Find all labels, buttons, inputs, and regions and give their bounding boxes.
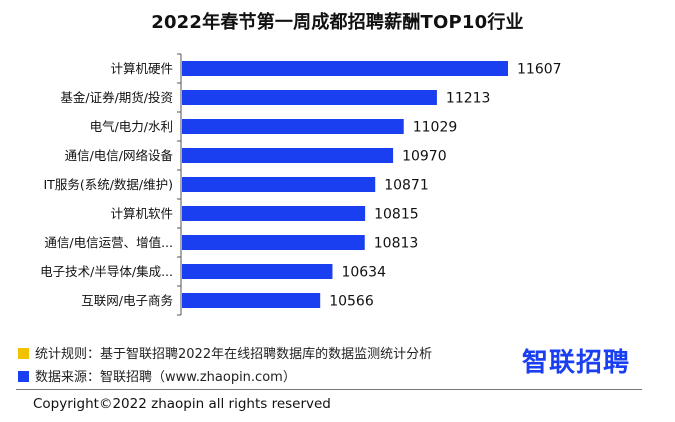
- bar: [182, 61, 508, 76]
- rule-text: 统计规则：基于智联招聘2022年在线招聘数据库的数据监测统计分析: [35, 347, 433, 362]
- value-labels: 11607 11213 11029 10970 10871 10815 10813 10634…: [329, 62, 561, 310]
- chart-title: 2022年春节第一周成都招聘薪酬TOP10行业: [151, 12, 524, 33]
- value-label: 10970: [402, 149, 447, 165]
- value-label: 10815: [374, 207, 419, 223]
- zhaopin-logo: 智联招聘: [522, 348, 631, 378]
- copyright-text: Copyright©2022 zhaopin all rights reserv…: [33, 396, 331, 412]
- category-label: 通信/电信/网络设备: [65, 148, 174, 163]
- bar: [182, 90, 437, 105]
- y-axis: [177, 53, 182, 316]
- bars-group: [182, 61, 508, 308]
- value-label: 10813: [374, 236, 419, 252]
- yellow-square-icon: [18, 348, 29, 359]
- bar: [182, 293, 321, 308]
- bar: [182, 235, 365, 250]
- category-label: 互联网/电子商务: [81, 293, 173, 308]
- value-label: 11213: [446, 91, 491, 107]
- category-label: 电子技术/半导体/集成...: [40, 264, 173, 279]
- footer-rule: 统计规则：基于智联招聘2022年在线招聘数据库的数据监测统计分析: [18, 343, 432, 362]
- bar: [182, 177, 376, 192]
- category-label: 基金/证券/期货/投资: [60, 90, 173, 105]
- value-label: 11029: [413, 120, 458, 136]
- separator-line: [16, 389, 642, 390]
- category-label: 计算机硬件: [110, 61, 173, 76]
- blue-square-icon: [18, 371, 29, 382]
- category-label: IT服务(系统/数据/维护): [44, 177, 174, 192]
- bar: [182, 264, 333, 279]
- category-label: 计算机软件: [110, 206, 173, 221]
- bar: [182, 148, 394, 163]
- source-text: 数据来源：智联招聘（www.zhaopin.com）: [35, 370, 296, 385]
- bar: [182, 119, 404, 134]
- footer-source: 数据来源：智联招聘（www.zhaopin.com）: [18, 366, 296, 385]
- value-label: 10871: [384, 178, 429, 194]
- bar: [182, 206, 366, 221]
- value-label: 10634: [341, 265, 386, 281]
- category-label: 通信/电信运营、增值...: [44, 235, 173, 250]
- category-label: 电气/电力/水利: [90, 119, 173, 134]
- value-label: 11607: [517, 62, 562, 78]
- value-label: 10566: [329, 294, 374, 310]
